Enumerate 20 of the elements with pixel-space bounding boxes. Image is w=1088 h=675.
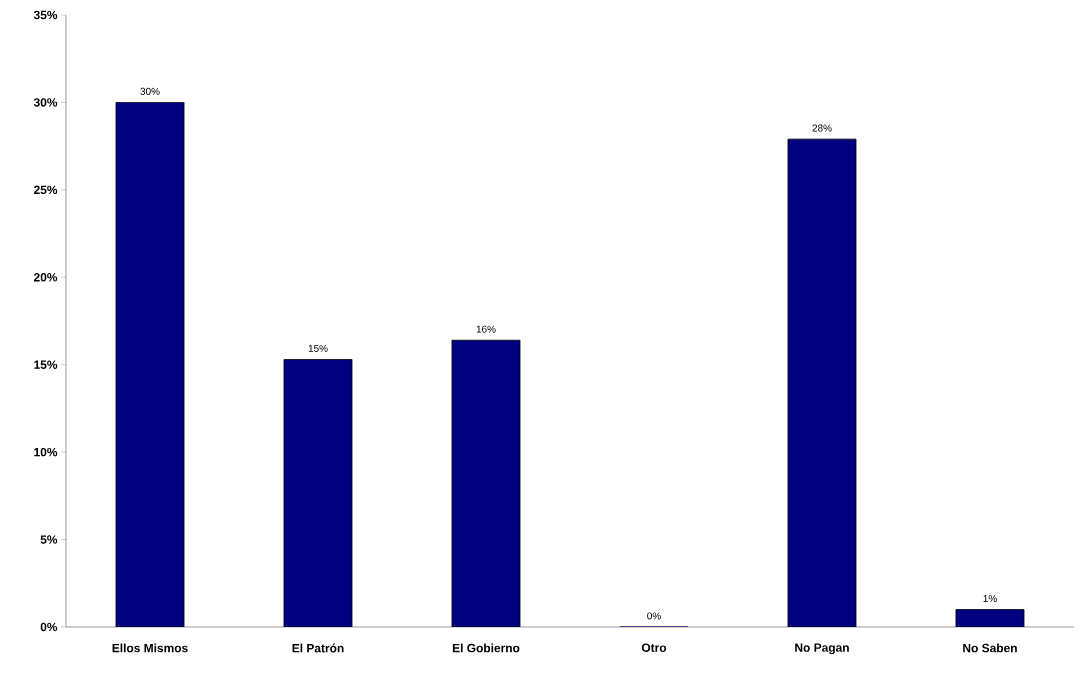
data-label: 28% xyxy=(812,124,832,132)
data-label: 1% xyxy=(983,595,997,602)
x-tick-label: Ellos Mismos xyxy=(112,643,188,653)
data-label: 30% xyxy=(140,87,160,95)
y-tick-label: 35% xyxy=(33,10,58,20)
x-tick-label: El Gobierno xyxy=(452,643,520,653)
y-tick-label: 20% xyxy=(33,273,58,282)
y-tick-label: 5% xyxy=(40,535,58,544)
y-tick-label: 0% xyxy=(40,622,58,632)
data-label: 15% xyxy=(308,344,328,352)
y-tick-label: 30% xyxy=(33,98,58,107)
data-label: 0% xyxy=(647,612,661,620)
x-tick-label: Otro xyxy=(641,643,667,652)
y-tick-label: 25% xyxy=(33,185,58,195)
x-tick-label: No Pagan xyxy=(795,643,849,655)
data-label: 16% xyxy=(476,325,496,333)
y-tick-label: 15% xyxy=(34,360,58,369)
x-tick-label: No Saben xyxy=(963,643,1017,653)
x-tick-label: El Patrón xyxy=(292,643,344,653)
y-tick-label: 10% xyxy=(34,447,58,457)
